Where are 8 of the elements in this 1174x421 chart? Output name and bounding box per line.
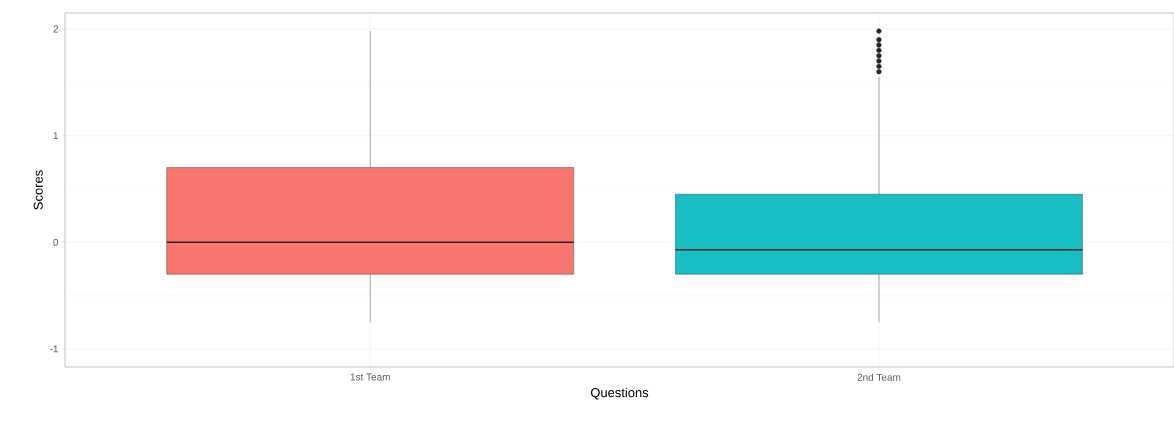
y-tick-label: 2 bbox=[53, 25, 58, 33]
x-axis-title: Questions bbox=[590, 387, 649, 400]
y-axis-title: Scores bbox=[33, 170, 43, 210]
y-tick-label: -1 bbox=[50, 345, 58, 353]
y-tick-label: 1 bbox=[53, 132, 58, 140]
x-tick-label: 2nd Team bbox=[857, 373, 901, 381]
x-tick-label: 1st Team bbox=[350, 373, 390, 381]
y-tick-label: 0 bbox=[53, 238, 59, 246]
